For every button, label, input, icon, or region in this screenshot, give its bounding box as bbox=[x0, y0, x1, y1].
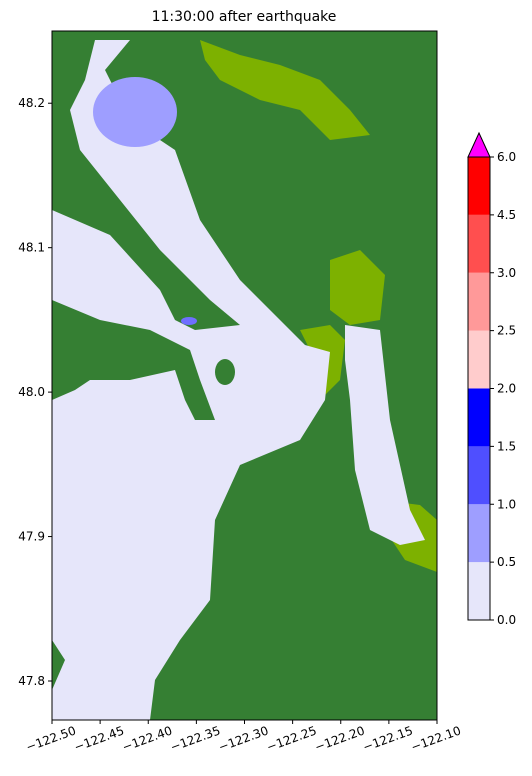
colorbar-tick-label: 0.5 bbox=[497, 555, 516, 569]
x-tick-label: −122.20 bbox=[313, 723, 367, 754]
y-tick-label: 48.0 bbox=[18, 385, 45, 399]
colorbar-tick-label: 6.0 bbox=[497, 150, 516, 164]
x-tick-label: −122.35 bbox=[168, 723, 222, 754]
inundation bbox=[181, 317, 197, 325]
colorbar-tick-label: 1.0 bbox=[497, 497, 516, 511]
x-tick-label: −122.15 bbox=[361, 723, 415, 754]
water bbox=[52, 40, 330, 720]
colorbar-tick-label: 1.5 bbox=[497, 439, 516, 453]
water-east bbox=[345, 325, 425, 545]
colorbar-bin bbox=[468, 504, 490, 563]
y-tick-label: 47.9 bbox=[18, 530, 45, 544]
inundation bbox=[93, 77, 177, 147]
x-tick-label: −122.30 bbox=[217, 723, 271, 754]
island bbox=[215, 359, 235, 385]
colorbar-bin bbox=[468, 214, 490, 273]
colorbar-bin bbox=[468, 157, 490, 215]
colorbar-bin bbox=[468, 330, 490, 389]
x-tick-label: −122.25 bbox=[265, 723, 319, 754]
colorbar-extend bbox=[467, 131, 491, 158]
x-tick-label: −122.40 bbox=[120, 723, 174, 754]
colorbar-bin bbox=[468, 562, 490, 620]
colorbar-bin bbox=[468, 272, 490, 331]
map bbox=[51, 30, 438, 721]
colorbar-tick-label: 3.0 bbox=[497, 266, 516, 280]
y-tick-label: 47.8 bbox=[18, 674, 45, 688]
x-tick-label: −122.45 bbox=[72, 723, 126, 754]
colorbar-bin bbox=[468, 388, 490, 447]
y-tick-label: 48.1 bbox=[18, 241, 45, 255]
x-tick-label: −122.10 bbox=[409, 723, 463, 754]
colorbar-tick-label: 2.5 bbox=[497, 324, 516, 338]
colorbar-tick-label: 0.0 bbox=[497, 613, 516, 627]
colorbar-bin bbox=[468, 446, 490, 505]
x-tick-label: −122.50 bbox=[24, 723, 78, 754]
water-inlet bbox=[100, 470, 150, 515]
y-tick-label: 48.2 bbox=[18, 96, 45, 110]
colorbar-tick-label: 2.0 bbox=[497, 382, 516, 396]
colorbar-tick-label: 4.5 bbox=[497, 208, 516, 222]
chart-title: 11:30:00 after earthquake bbox=[152, 9, 337, 25]
